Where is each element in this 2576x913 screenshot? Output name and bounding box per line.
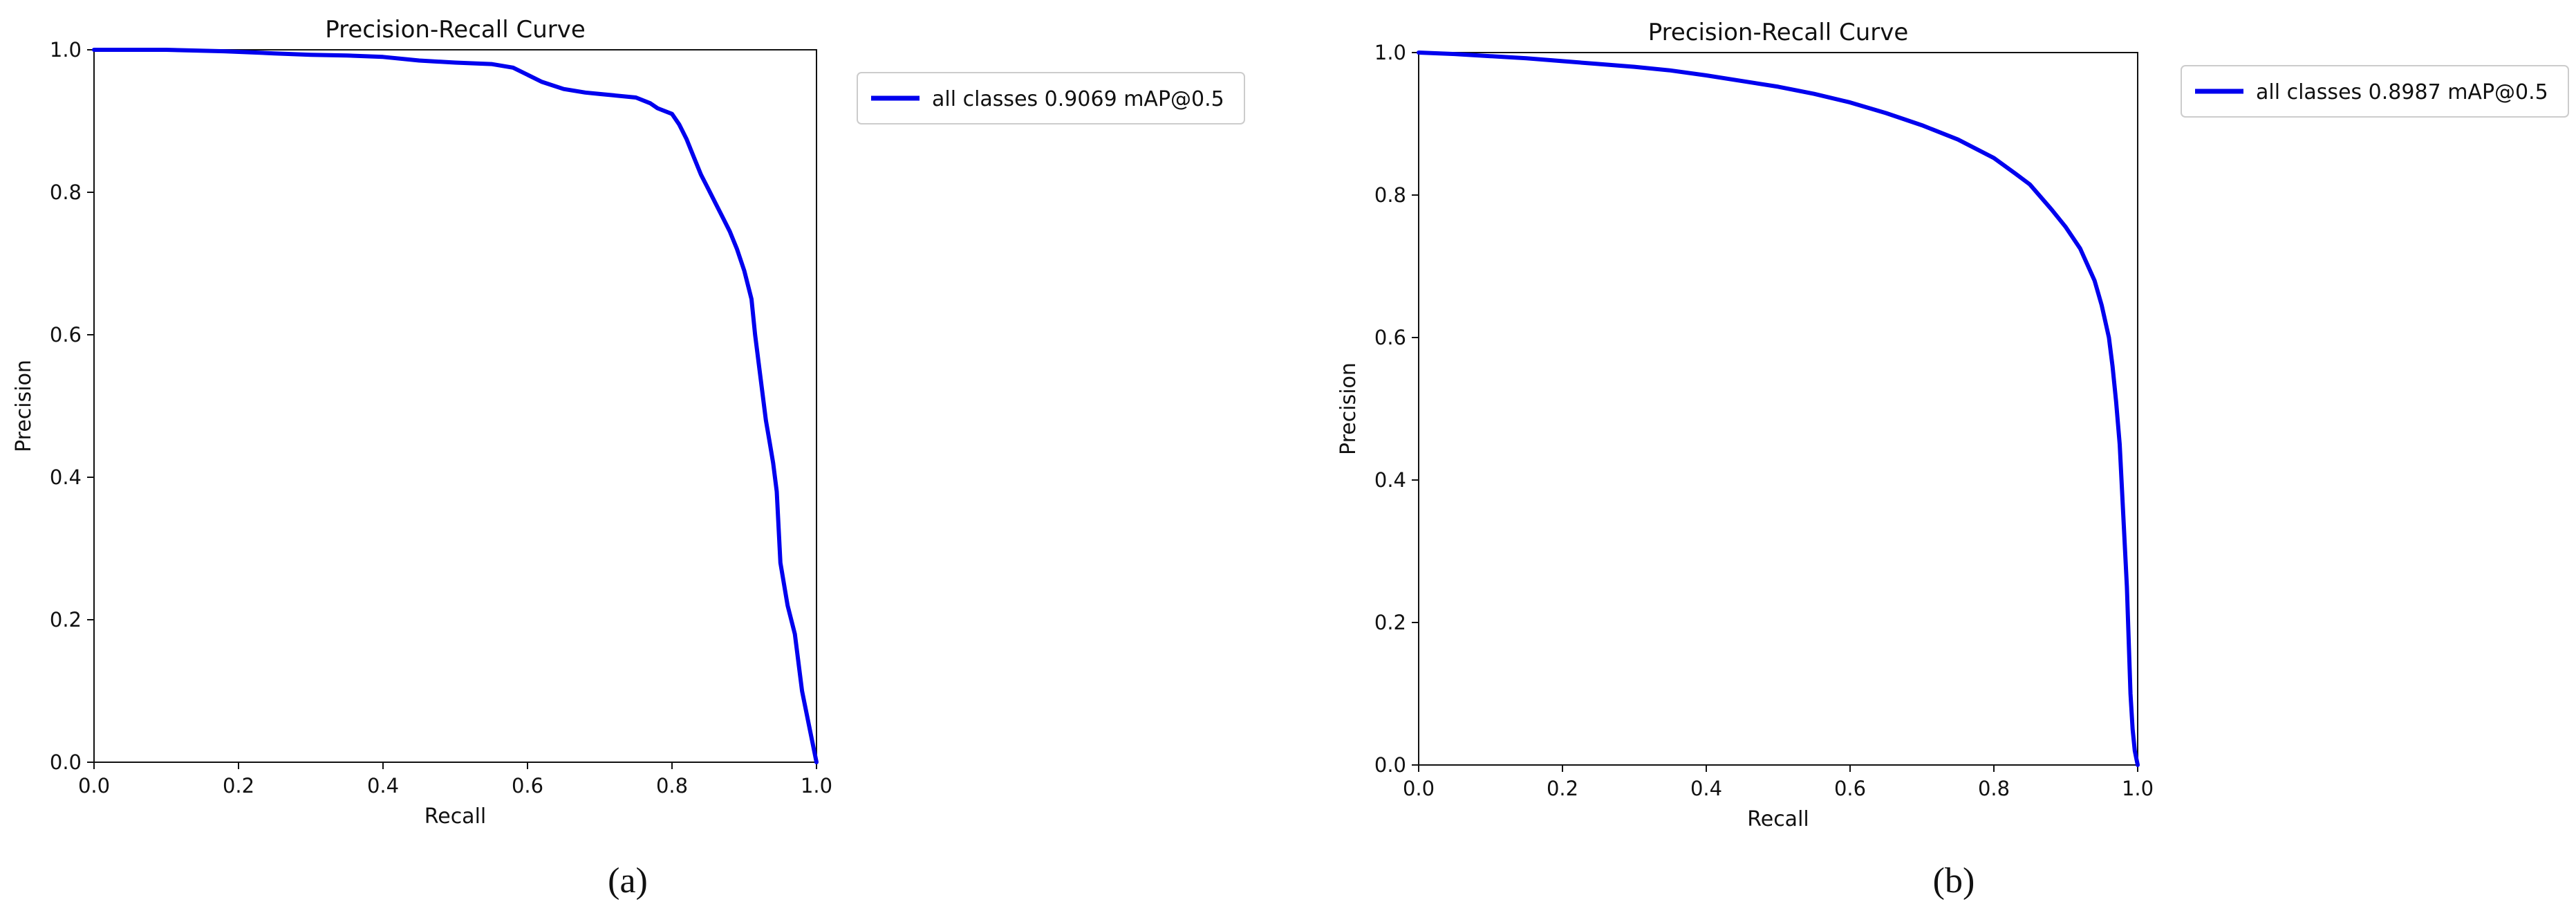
y-tick-label: 0.0	[1374, 753, 1406, 777]
legend-box	[2181, 65, 2569, 118]
figure-caption: (a)	[608, 861, 648, 901]
y-tick-label: 0.4	[50, 465, 82, 489]
x-tick-label: 0.4	[1690, 777, 1722, 800]
x-tick-label: 0.6	[512, 774, 543, 797]
series-line-0	[1417, 50, 2140, 767]
x-tick-label: 1.0	[2122, 777, 2154, 800]
y-tick-label: 1.0	[1374, 41, 1406, 64]
legend-entry: all classes 0.8987 mAP@0.5	[2256, 80, 2548, 104]
x-tick-label: 0.6	[1834, 777, 1866, 800]
plot-frame	[1418, 52, 2138, 766]
y-tick-label: 0.2	[50, 608, 82, 631]
x-tick-label: 0.8	[1978, 777, 2010, 800]
x-tick-label: 0.8	[656, 774, 688, 797]
y-tick-label: 0.8	[1374, 183, 1406, 207]
x-tick-label: 0.2	[1547, 777, 1578, 800]
y-tick-label: 0.2	[1374, 611, 1406, 634]
chart-title: Precision-Recall Curve	[325, 16, 586, 44]
x-tick-label: 0.2	[223, 774, 254, 797]
y-tick-label: 0.6	[50, 323, 82, 347]
x-axis-label: Recall	[1747, 807, 1809, 831]
y-tick-label: 0.6	[1374, 326, 1406, 349]
chart-panel-a: Precision-Recall Curve 0.0 0.2 0.4 0.6 0.8 1.0…	[12, 16, 1245, 901]
chart-title: Precision-Recall Curve	[1648, 19, 1909, 46]
chart-panel-b: Precision-Recall Curve 0.0 0.2 0.4 0.6 0.8 1.0…	[1336, 19, 2569, 901]
y-tick-label: 1.0	[50, 38, 82, 62]
x-tick-label: 0.0	[1403, 777, 1435, 800]
y-axis-label: Precision	[1336, 362, 1361, 455]
legend-entry: all classes 0.9069 mAP@0.5	[932, 87, 1224, 111]
y-tick-label: 0.4	[1374, 468, 1406, 492]
series-line-0	[92, 48, 819, 764]
figure-caption: (b)	[1933, 861, 1975, 901]
legend: all classes 0.8987 mAP@0.5	[2181, 65, 2569, 118]
plot-frame	[93, 49, 817, 763]
x-tick-label: 0.4	[367, 774, 399, 797]
legend-box	[857, 72, 1245, 124]
y-axis-label: Precision	[12, 360, 36, 452]
x-tick-label: 1.0	[801, 774, 832, 797]
x-tick-label: 0.0	[78, 774, 110, 797]
y-tick-label: 0.0	[50, 750, 82, 774]
y-tick-label: 0.8	[50, 181, 82, 204]
x-axis-label: Recall	[424, 804, 487, 829]
legend: all classes 0.9069 mAP@0.5	[857, 72, 1245, 124]
